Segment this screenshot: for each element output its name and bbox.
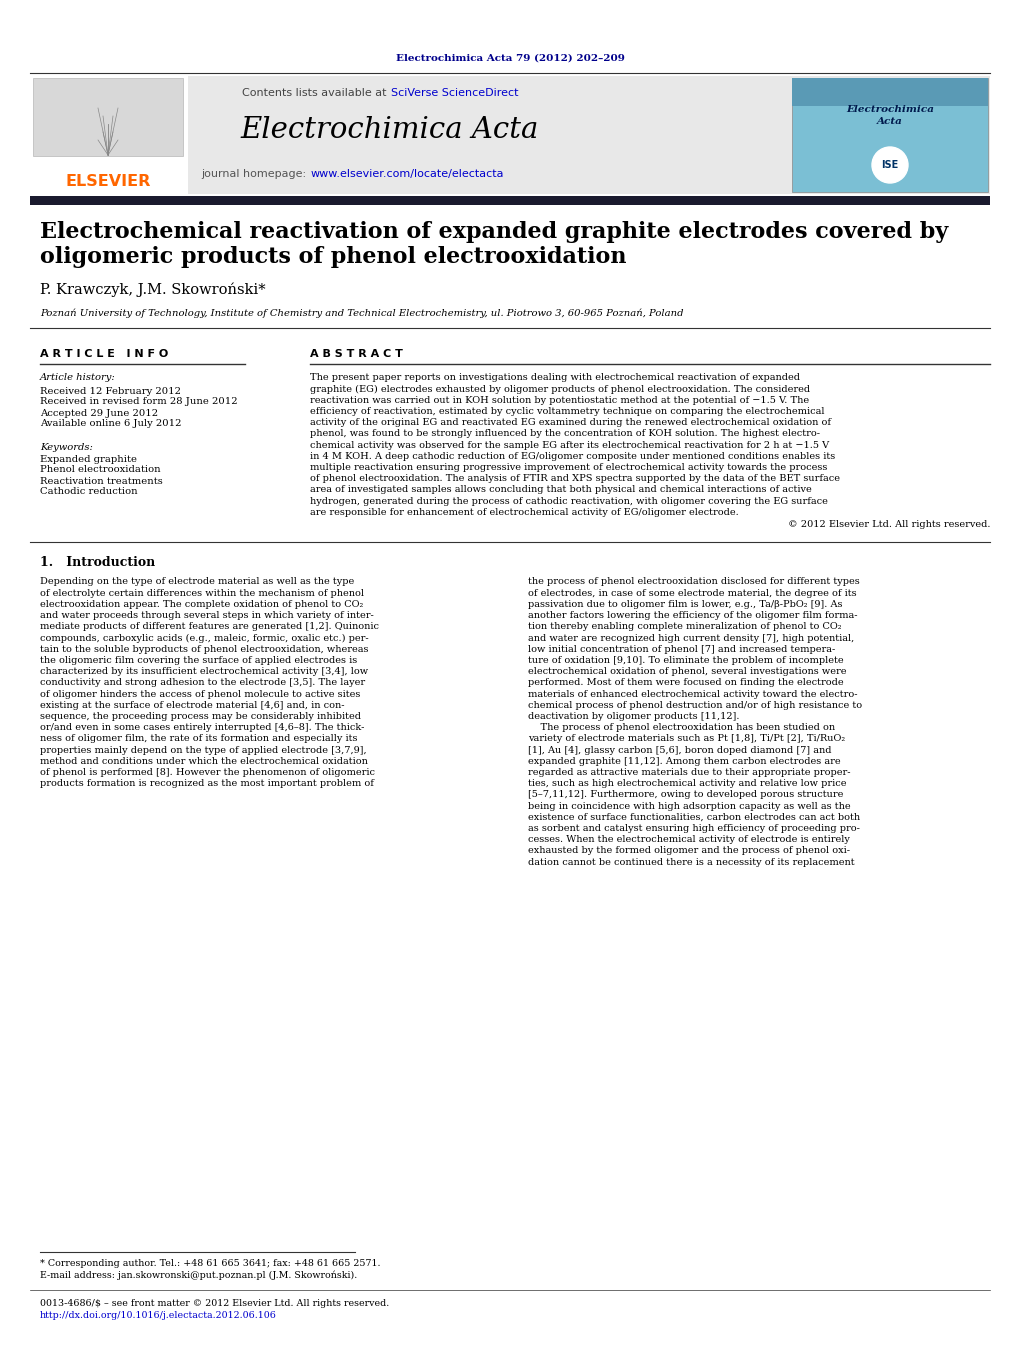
Text: Article history:: Article history: [40, 373, 115, 382]
Text: materials of enhanced electrochemical activity toward the electro-: materials of enhanced electrochemical ac… [528, 689, 858, 698]
Text: A B S T R A C T: A B S T R A C T [310, 349, 403, 359]
Text: Received in revised form 28 June 2012: Received in revised form 28 June 2012 [40, 397, 238, 407]
Text: the oligomeric film covering the surface of applied electrodes is: the oligomeric film covering the surface… [40, 655, 357, 665]
Text: expanded graphite [11,12]. Among them carbon electrodes are: expanded graphite [11,12]. Among them ca… [528, 757, 840, 766]
Text: Available online 6 July 2012: Available online 6 July 2012 [40, 420, 182, 428]
Text: Phenol electrooxidation: Phenol electrooxidation [40, 466, 160, 474]
Text: exhausted by the formed oligomer and the process of phenol oxi-: exhausted by the formed oligomer and the… [528, 846, 850, 855]
Text: SciVerse ScienceDirect: SciVerse ScienceDirect [391, 88, 519, 99]
Text: existence of surface functionalities, carbon electrodes can act both: existence of surface functionalities, ca… [528, 813, 860, 821]
Text: The present paper reports on investigations dealing with electrochemical reactiv: The present paper reports on investigati… [310, 373, 800, 382]
Text: compounds, carboxylic acids (e.g., maleic, formic, oxalic etc.) per-: compounds, carboxylic acids (e.g., malei… [40, 634, 369, 643]
Text: of oligomer hinders the access of phenol molecule to active sites: of oligomer hinders the access of phenol… [40, 689, 360, 698]
Text: reactivation was carried out in KOH solution by potentiostatic method at the pot: reactivation was carried out in KOH solu… [310, 396, 809, 405]
Text: sequence, the proceeding process may be considerably inhibited: sequence, the proceeding process may be … [40, 712, 361, 721]
Bar [792, 78, 988, 105]
Text: mediate products of different features are generated [1,2]. Quinonic: mediate products of different features a… [40, 623, 379, 631]
Text: Acta: Acta [877, 116, 903, 126]
Text: 0013-4686/$ – see front matter © 2012 Elsevier Ltd. All rights reserved.: 0013-4686/$ – see front matter © 2012 El… [40, 1298, 389, 1308]
Text: The process of phenol electrooxidation has been studied on: The process of phenol electrooxidation h… [528, 723, 835, 732]
Text: * Corresponding author. Tel.: +48 61 665 3641; fax: +48 61 665 2571.: * Corresponding author. Tel.: +48 61 665… [40, 1259, 381, 1269]
Text: graphite (EG) electrodes exhausted by oligomer products of phenol electrooxidati: graphite (EG) electrodes exhausted by ol… [310, 385, 810, 393]
Text: deactivation by oligomer products [11,12].: deactivation by oligomer products [11,12… [528, 712, 739, 721]
Text: Electrochemical reactivation of expanded graphite electrodes covered by: Electrochemical reactivation of expanded… [40, 222, 949, 243]
Text: tain to the soluble byproducts of phenol electrooxidation, whereas: tain to the soluble byproducts of phenol… [40, 644, 369, 654]
Text: Expanded graphite: Expanded graphite [40, 454, 137, 463]
Text: of electrolyte certain differences within the mechanism of phenol: of electrolyte certain differences withi… [40, 589, 364, 597]
Text: of phenol is performed [8]. However the phenomenon of oligomeric: of phenol is performed [8]. However the … [40, 767, 375, 777]
Text: properties mainly depend on the type of applied electrode [3,7,9],: properties mainly depend on the type of … [40, 746, 367, 754]
Text: existing at the surface of electrode material [4,6] and, in con-: existing at the surface of electrode mat… [40, 701, 344, 709]
Text: efficiency of reactivation, estimated by cyclic voltammetry technique on compari: efficiency of reactivation, estimated by… [310, 407, 825, 416]
Text: conductivity and strong adhesion to the electrode [3,5]. The layer: conductivity and strong adhesion to the … [40, 678, 366, 688]
Text: another factors lowering the efficiency of the oligomer film forma-: another factors lowering the efficiency … [528, 611, 858, 620]
Bar [30, 76, 188, 195]
Text: variety of electrode materials such as Pt [1,8], Ti/Pt [2], Ti/RuO₂: variety of electrode materials such as P… [528, 735, 845, 743]
Text: multiple reactivation ensuring progressive improvement of electrochemical activi: multiple reactivation ensuring progressi… [310, 463, 827, 471]
Text: of electrodes, in case of some electrode material, the degree of its: of electrodes, in case of some electrode… [528, 589, 857, 597]
Text: characterized by its insufficient electrochemical activity [3,4], low: characterized by its insufficient electr… [40, 667, 369, 676]
Text: oligomeric products of phenol electrooxidation: oligomeric products of phenol electrooxi… [40, 246, 627, 267]
Text: passivation due to oligomer film is lower, e.g., Ta/β-PbO₂ [9]. As: passivation due to oligomer film is lowe… [528, 600, 842, 609]
Text: Electrochimica Acta 79 (2012) 202–209: Electrochimica Acta 79 (2012) 202–209 [395, 54, 625, 62]
Text: http://dx.doi.org/10.1016/j.electacta.2012.06.106: http://dx.doi.org/10.1016/j.electacta.20… [40, 1310, 277, 1320]
Text: ties, such as high electrochemical activity and relative low price: ties, such as high electrochemical activ… [528, 780, 846, 788]
Text: tion thereby enabling complete mineralization of phenol to CO₂: tion thereby enabling complete mineraliz… [528, 623, 841, 631]
Text: Contents lists available at: Contents lists available at [242, 88, 390, 99]
Text: hydrogen, generated during the process of cathodic reactivation, with oligomer c: hydrogen, generated during the process o… [310, 497, 828, 505]
Text: journal homepage:: journal homepage: [201, 169, 310, 178]
Text: www.elsevier.com/locate/electacta: www.elsevier.com/locate/electacta [311, 169, 504, 178]
Text: ness of oligomer film, the rate of its formation and especially its: ness of oligomer film, the rate of its f… [40, 735, 357, 743]
Text: Reactivation treatments: Reactivation treatments [40, 477, 162, 485]
Text: Keywords:: Keywords: [40, 443, 93, 451]
Text: regarded as attractive materials due to their appropriate proper-: regarded as attractive materials due to … [528, 767, 850, 777]
Text: Accepted 29 June 2012: Accepted 29 June 2012 [40, 408, 158, 417]
Text: Cathodic reduction: Cathodic reduction [40, 488, 138, 497]
Text: E-mail address: jan.skowronski@put.poznan.pl (J.M. Skowroński).: E-mail address: jan.skowronski@put.pozna… [40, 1270, 357, 1279]
Text: area of investigated samples allows concluding that both physical and chemical i: area of investigated samples allows conc… [310, 485, 812, 494]
Text: A R T I C L E   I N F O: A R T I C L E I N F O [40, 349, 168, 359]
Text: [5–7,11,12]. Furthermore, owing to developed porous structure: [5–7,11,12]. Furthermore, owing to devel… [528, 790, 843, 800]
Text: Depending on the type of electrode material as well as the type: Depending on the type of electrode mater… [40, 577, 354, 586]
Text: phenol, was found to be strongly influenced by the concentration of KOH solution: phenol, was found to be strongly influen… [310, 430, 820, 439]
Text: P. Krawczyk, J.M. Skowroński*: P. Krawczyk, J.M. Skowroński* [40, 282, 265, 297]
Text: low initial concentration of phenol [7] and increased tempera-: low initial concentration of phenol [7] … [528, 644, 835, 654]
Text: being in coincidence with high adsorption capacity as well as the: being in coincidence with high adsorptio… [528, 801, 850, 811]
Text: electrochemical oxidation of phenol, several investigations were: electrochemical oxidation of phenol, sev… [528, 667, 846, 676]
Text: and water are recognized high current density [7], high potential,: and water are recognized high current de… [528, 634, 855, 643]
Text: method and conditions under which the electrochemical oxidation: method and conditions under which the el… [40, 757, 368, 766]
Text: chemical activity was observed for the sample EG after its electrochemical react: chemical activity was observed for the s… [310, 440, 829, 450]
Text: as sorbent and catalyst ensuring high efficiency of proceeding pro-: as sorbent and catalyst ensuring high ef… [528, 824, 860, 834]
Bar [30, 196, 990, 205]
Text: dation cannot be continued there is a necessity of its replacement: dation cannot be continued there is a ne… [528, 858, 855, 866]
Bar [30, 76, 990, 195]
Text: are responsible for enhancement of electrochemical activity of EG/oligomer elect: are responsible for enhancement of elect… [310, 508, 739, 517]
Text: Poznań University of Technology, Institute of Chemistry and Technical Electroche: Poznań University of Technology, Institu… [40, 308, 683, 317]
Text: cesses. When the electrochemical activity of electrode is entirely: cesses. When the electrochemical activit… [528, 835, 849, 844]
Text: ture of oxidation [9,10]. To eliminate the problem of incomplete: ture of oxidation [9,10]. To eliminate t… [528, 655, 843, 665]
Text: of phenol electrooxidation. The analysis of FTIR and XPS spectra supported by th: of phenol electrooxidation. The analysis… [310, 474, 840, 484]
Text: in 4 M KOH. A deep cathodic reduction of EG/oligomer composite under mentioned c: in 4 M KOH. A deep cathodic reduction of… [310, 451, 835, 461]
Text: activity of the original EG and reactivated EG examined during the renewed elect: activity of the original EG and reactiva… [310, 419, 831, 427]
Text: Electrochimica: Electrochimica [846, 105, 934, 115]
Text: chemical process of phenol destruction and/or of high resistance to: chemical process of phenol destruction a… [528, 701, 862, 709]
Bar [792, 78, 988, 192]
Text: ISE: ISE [881, 159, 898, 170]
Text: Received 12 February 2012: Received 12 February 2012 [40, 386, 181, 396]
Circle shape [872, 147, 908, 182]
Text: [1], Au [4], glassy carbon [5,6], boron doped diamond [7] and: [1], Au [4], glassy carbon [5,6], boron … [528, 746, 831, 754]
Text: Electrochimica Acta: Electrochimica Acta [241, 116, 539, 145]
Text: or/and even in some cases entirely interrupted [4,6–8]. The thick-: or/and even in some cases entirely inter… [40, 723, 364, 732]
Text: 1.   Introduction: 1. Introduction [40, 555, 155, 569]
Text: performed. Most of them were focused on finding the electrode: performed. Most of them were focused on … [528, 678, 843, 688]
Text: © 2012 Elsevier Ltd. All rights reserved.: © 2012 Elsevier Ltd. All rights reserved… [787, 520, 990, 530]
Bar [33, 78, 183, 155]
Text: the process of phenol electrooxidation disclosed for different types: the process of phenol electrooxidation d… [528, 577, 860, 586]
Text: products formation is recognized as the most important problem of: products formation is recognized as the … [40, 780, 374, 788]
Text: ELSEVIER: ELSEVIER [65, 174, 151, 189]
Text: electrooxidation appear. The complete oxidation of phenol to CO₂: electrooxidation appear. The complete ox… [40, 600, 363, 609]
Text: and water proceeds through several steps in which variety of inter-: and water proceeds through several steps… [40, 611, 374, 620]
